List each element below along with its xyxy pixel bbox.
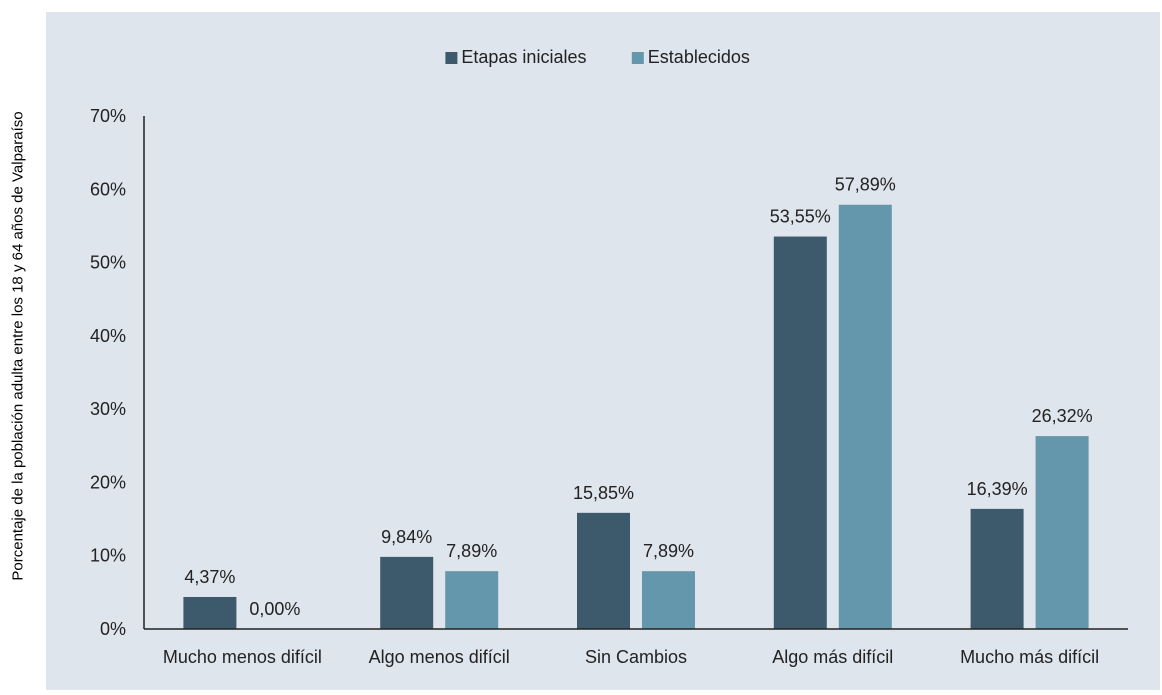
y-tick-label: 30% <box>90 399 126 419</box>
bar <box>577 512 630 629</box>
y-tick-label: 70% <box>90 106 126 126</box>
legend-label: Establecidos <box>648 47 750 67</box>
data-label: 16,39% <box>967 479 1028 499</box>
data-label: 26,32% <box>1032 406 1093 426</box>
y-axis-title-wrap: Porcentaje de la población adulta entre … <box>0 0 36 693</box>
data-label: 4,37% <box>184 567 235 587</box>
y-tick-label: 60% <box>90 179 126 199</box>
y-tick-label: 20% <box>90 472 126 492</box>
legend-swatch <box>631 52 644 64</box>
legend-label: Etapas iniciales <box>461 47 586 67</box>
bar <box>183 596 237 629</box>
y-tick-label: 40% <box>90 326 126 346</box>
x-tick-label: Algo más difícil <box>772 647 893 667</box>
data-label: 57,89% <box>835 175 896 195</box>
y-tick-label: 50% <box>90 253 126 273</box>
bar-chart: 0% 10% 20% 30% 40% 50% 60% 70% 4,37% 9,84% 15,85% 5… <box>46 12 1160 690</box>
y-axis-title: Porcentaje de la población adulta entre … <box>9 111 27 581</box>
bar <box>838 204 892 629</box>
data-label: 7,89% <box>643 541 694 561</box>
bar <box>1035 436 1089 629</box>
bar <box>970 508 1024 629</box>
data-label: 15,85% <box>573 483 634 503</box>
y-tick-label: 0% <box>100 619 126 639</box>
data-label: 0,00% <box>249 599 300 619</box>
x-tick-label: Algo menos difícil <box>369 647 510 667</box>
bar <box>773 236 827 629</box>
y-tick-label: 10% <box>90 546 126 566</box>
bar <box>445 571 499 629</box>
legend-swatch <box>445 52 458 64</box>
data-label: 53,55% <box>770 207 831 227</box>
x-tick-label: Mucho más difícil <box>960 647 1099 667</box>
bar <box>380 556 434 629</box>
chart-area: 0% 10% 20% 30% 40% 50% 60% 70% 4,37% 9,84% 15,85% 5… <box>46 12 1160 690</box>
bar <box>642 571 695 629</box>
x-tick-label: Mucho menos difícil <box>163 647 322 667</box>
data-label: 9,84% <box>381 527 432 547</box>
x-tick-label: Sin Cambios <box>585 647 687 667</box>
data-label: 7,89% <box>446 541 497 561</box>
